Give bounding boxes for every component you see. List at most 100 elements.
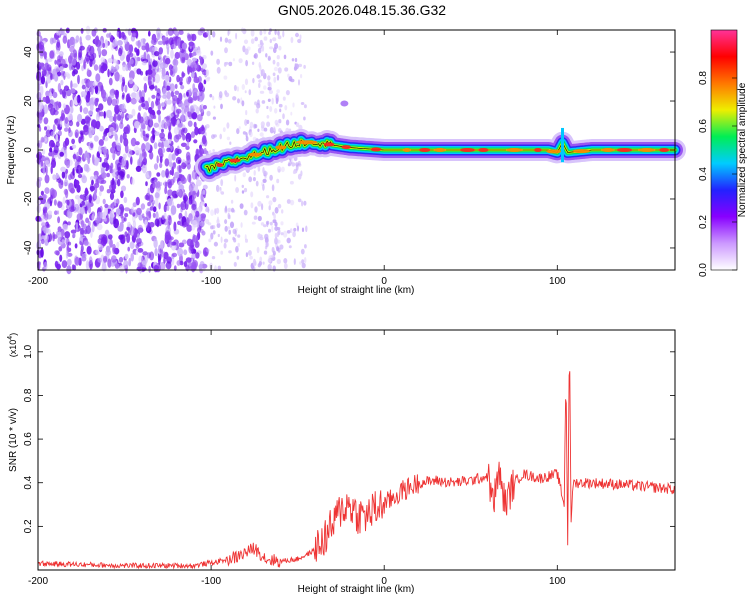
heatmap-cell (178, 164, 182, 174)
heatmap-cell (145, 181, 148, 187)
heatmap-cell (198, 264, 203, 270)
heatmap-cell (125, 28, 129, 33)
heatmap-cell (70, 88, 76, 94)
heatmap-cell (192, 51, 197, 56)
heatmap-cell (155, 98, 159, 107)
heatmap-cell (300, 102, 305, 105)
heatmap-cell (257, 128, 260, 132)
heatmap-cell (219, 36, 223, 42)
heatmap-cell (178, 173, 183, 179)
heatmap-cell (155, 197, 159, 208)
heatmap-cell (241, 100, 245, 107)
heatmap-cell (150, 100, 155, 110)
heatmap-cell (298, 79, 300, 86)
heatmap-cell (261, 45, 265, 52)
heatmap-cell (220, 236, 223, 243)
heatmap-cell (176, 260, 181, 266)
heatmap-cell (124, 207, 130, 212)
heatmap-cell (274, 232, 278, 239)
heatmap-cell (149, 206, 154, 211)
x-tick-label: 0 (381, 576, 387, 587)
heatmap-cell (285, 90, 290, 96)
heatmap-cell (224, 205, 228, 213)
heatmap-cell (102, 42, 106, 49)
spectral-peak (505, 148, 523, 152)
heatmap-cell (83, 229, 88, 235)
heatmap-cell (185, 132, 192, 143)
heatmap-cell (287, 73, 290, 78)
heatmap-cell (114, 104, 120, 115)
heatmap-cell (157, 147, 163, 156)
heatmap-cell (51, 37, 57, 43)
heatmap-cell (114, 149, 118, 155)
heatmap-cell (88, 110, 94, 116)
heatmap-cell (50, 194, 53, 204)
heatmap-cell (160, 137, 166, 142)
heatmap-cell (242, 172, 246, 178)
heatmap-cell (159, 240, 164, 250)
heatmap-cell (232, 96, 237, 101)
heatmap-cell (115, 59, 119, 70)
heatmap-cell (177, 220, 182, 226)
heatmap-cell (131, 206, 135, 214)
heatmap-cell (138, 89, 142, 98)
heatmap-cell (52, 124, 56, 133)
heatmap-cell (36, 178, 41, 189)
heatmap-cell (303, 116, 306, 121)
heatmap-cell (152, 212, 156, 218)
heatmap-cell (172, 94, 178, 102)
heatmap-cell (180, 142, 187, 147)
heatmap-cell (257, 47, 262, 54)
heatmap-cell (210, 209, 215, 216)
heatmap-cell (71, 144, 77, 149)
heatmap-cell (147, 118, 154, 128)
heatmap-cell (148, 30, 151, 37)
heatmap-cell (109, 238, 113, 248)
heatmap-cell (134, 146, 140, 154)
heatmap-cell (265, 241, 270, 248)
heatmap-cell (161, 128, 164, 133)
heatmap-cell (137, 248, 144, 253)
heatmap-cell (211, 95, 215, 101)
spectral-peak (572, 149, 591, 154)
heatmap-cell (233, 237, 237, 243)
y-tick-label: 20 (23, 95, 34, 107)
heatmap-cell (189, 105, 195, 114)
heatmap-cell (64, 137, 70, 146)
heatmap-cell (276, 246, 280, 252)
heatmap-cell (183, 93, 186, 98)
heatmap-cell (189, 51, 192, 59)
heatmap-cell (56, 30, 61, 36)
heatmap-cell (67, 241, 72, 246)
heatmap-cell (299, 261, 302, 265)
heatmap-cell (297, 38, 302, 44)
heatmap-cell (169, 113, 174, 118)
heatmap-cell (250, 191, 254, 198)
heatmap-cell (81, 200, 85, 206)
heatmap-cell (91, 213, 95, 221)
heatmap-cell (242, 131, 247, 135)
heatmap-cell (63, 210, 67, 215)
heatmap-cell (102, 135, 105, 141)
heatmap-cell (236, 255, 240, 260)
heatmap-cell (76, 164, 82, 174)
heatmap-cell (152, 60, 158, 67)
heatmap-cell (111, 202, 115, 211)
heatmap-cell (158, 114, 161, 124)
heatmap-cell (181, 162, 187, 170)
heatmap-cell (191, 112, 198, 120)
heatmap-cell (248, 89, 252, 96)
heatmap-cell (47, 210, 53, 215)
heatmap-cell (178, 242, 185, 248)
heatmap-cell (245, 252, 248, 258)
heatmap-cell (159, 156, 163, 164)
heatmap-cell (93, 135, 99, 142)
heatmap-cell (103, 157, 108, 165)
heatmap-cell (195, 108, 200, 114)
heatmap-cell (207, 76, 211, 80)
heatmap-cell (54, 260, 59, 268)
heatmap-cell (134, 120, 140, 129)
heatmap-cell (145, 133, 150, 138)
heatmap-cell (74, 129, 80, 139)
